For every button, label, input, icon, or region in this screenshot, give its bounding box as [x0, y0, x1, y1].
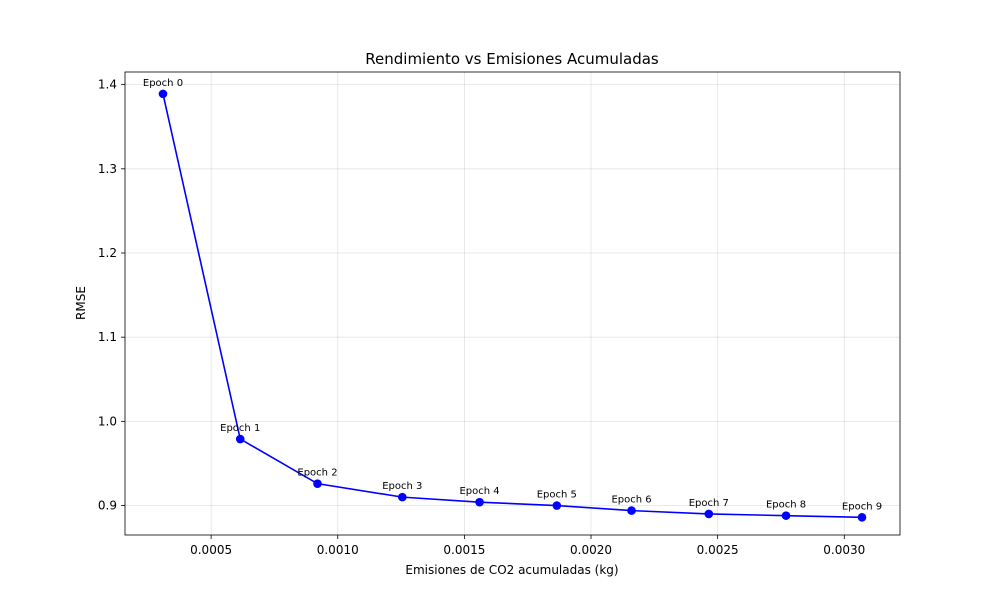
y-tick-label: 1.1: [98, 330, 117, 344]
data-point: [158, 89, 168, 99]
data-point: [475, 497, 484, 507]
data-point: [704, 509, 714, 519]
y-tick-label: 0.9: [98, 499, 117, 513]
series-line: [162, 93, 863, 519]
data-point-label: Epoch 0: [143, 78, 183, 89]
x-tick-label: 0.0030: [823, 543, 865, 557]
data-point-label: Epoch 2: [297, 468, 337, 479]
data-point: [857, 513, 867, 522]
data-point-label: Epoch 4: [459, 486, 499, 497]
data-point: [313, 479, 322, 488]
y-tick-label: 1.3: [98, 162, 117, 176]
x-tick-label: 0.0015: [443, 543, 485, 557]
y-tick-label: 1.4: [98, 78, 117, 92]
y-axis-label: RMSE: [74, 286, 88, 320]
y-tick-label: 1.2: [98, 246, 117, 260]
x-tick-label: 0.0025: [697, 543, 739, 557]
data-point-label: Epoch 9: [842, 501, 882, 512]
plot-frame: [124, 71, 901, 536]
data-point: [235, 434, 245, 444]
data-series: Epoch 0 Epoch 1 Epoch 2 Epoch 3 Epoch 4 Epoch…: [143, 78, 882, 522]
x-tick-label: 0.0020: [570, 543, 612, 557]
data-point: [552, 501, 562, 510]
data-point: [398, 492, 407, 502]
x-axis: 0.0005 0.0010 0.0015 0.0020 0.0025 0.0030: [190, 535, 865, 557]
y-axis: 0.9 1.0 1.1 1.2 1.3 1.4: [98, 78, 125, 513]
x-tick-label: 0.0010: [317, 543, 359, 557]
data-point-label: Epoch 7: [689, 498, 729, 509]
grid: [125, 72, 900, 535]
data-point: [781, 511, 791, 520]
data-point-label: Epoch 3: [382, 481, 422, 492]
chart-title: Rendimiento vs Emisiones Acumuladas: [365, 50, 659, 68]
x-tick-label: 0.0005: [190, 543, 232, 557]
data-point: [627, 506, 636, 515]
data-point-label: Epoch 6: [611, 495, 651, 506]
data-point-label: Epoch 8: [766, 500, 806, 511]
y-tick-label: 1.0: [98, 414, 117, 428]
data-point-label: Epoch 5: [537, 490, 577, 501]
data-point-label: Epoch 1: [220, 423, 260, 434]
x-axis-label: Emisiones de CO2 acumuladas (kg): [405, 563, 618, 577]
